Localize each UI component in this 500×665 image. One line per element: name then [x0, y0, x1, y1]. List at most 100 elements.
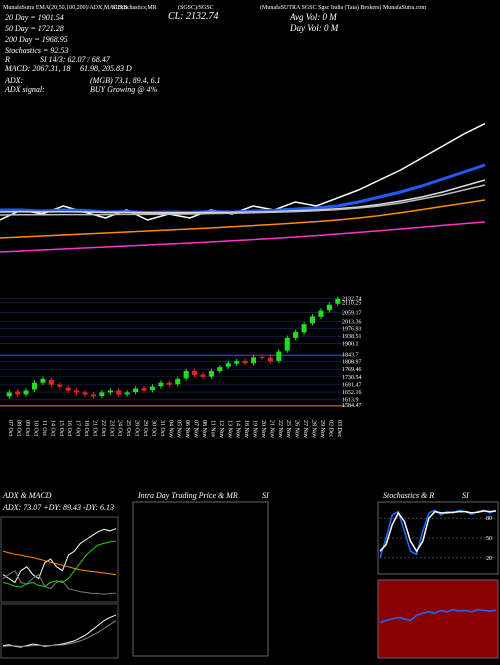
ema50: 50 Day = 1721.28 [5, 24, 64, 33]
x-tick-label: 23 Oct [108, 420, 114, 436]
series-line [0, 199, 486, 239]
candle-body [276, 351, 282, 361]
panel-frame [0, 516, 119, 603]
adx-label: ADX: [4, 76, 24, 85]
x-tick-label: 31 Oct [159, 420, 165, 436]
x-tick-label: 15 Oct [58, 420, 64, 436]
series-line [2, 528, 117, 584]
x-tick-label: 19 Nov [252, 420, 258, 438]
x-tick-label: 22 Oct [100, 420, 106, 436]
candle-body [234, 361, 240, 364]
candle-body [31, 382, 38, 390]
series-line [2, 569, 116, 595]
panel-values: ADX: 73.07 +DY: 89.43 -DY: 6.13 [2, 503, 114, 512]
series-line [379, 608, 497, 624]
ema200: 200 Day = 1968.95 [5, 35, 68, 44]
x-tick-label: 11 Nov [209, 420, 215, 438]
x-tick-label: 05 Nov [176, 420, 182, 438]
y-tick-label: 1938.51 [342, 334, 362, 340]
x-tick-label: 27 Nov [302, 420, 308, 438]
candle-body [158, 382, 164, 387]
series-line [0, 179, 486, 214]
series-line [2, 614, 117, 648]
y-tick-label: 1769.46 [342, 367, 362, 373]
x-tick-label: 22 Nov [277, 420, 283, 438]
y-tick-label: 1584.47 [342, 403, 362, 409]
series-line [379, 510, 497, 553]
candle-body [6, 392, 12, 397]
series-line [0, 163, 486, 214]
candle-body [65, 387, 71, 391]
candle-body [183, 371, 189, 379]
series-line [2, 540, 117, 588]
day-vol: Day Vol: 0 M [289, 23, 339, 33]
macd-label: MACD: 2067.31, 18 [4, 64, 70, 73]
candle-body [149, 386, 155, 391]
candle-body [301, 324, 307, 333]
candle-body [133, 388, 139, 393]
y-tick-label: 20 [486, 556, 492, 562]
title: (MunafaSUTRA SGSC Sgsc India (Tata) Brok… [260, 4, 426, 11]
candle-body [192, 371, 198, 375]
y-tick-label: 1691.47 [342, 382, 362, 388]
adx: (MGB) 73.1, 89.4, 6.1 [90, 76, 161, 85]
x-tick-label: 29 Nov [319, 420, 325, 438]
panel-title: Stochastics & R [383, 491, 434, 500]
y-tick-label: 2059.17 [342, 311, 362, 317]
x-tick-label: 09 Oct [24, 420, 30, 436]
x-tick-label: 21 Nov [268, 420, 274, 438]
x-tick-label: 25 Oct [125, 420, 131, 436]
candle-body [124, 392, 130, 395]
candle-body [293, 332, 299, 338]
y-tick-label: 2110.25 [342, 301, 361, 307]
x-tick-label: 11 Oct [41, 420, 47, 436]
x-tick-label: 08 Nov [201, 420, 207, 438]
y-tick-label: 1976.93 [342, 327, 362, 333]
x-tick-label: 07 Nov [193, 420, 199, 438]
panel-title: Intra Day Trading Price & MR [137, 491, 238, 500]
panel-title: ADX & MACD [2, 491, 52, 500]
x-tick-label: 18 Nov [243, 420, 249, 438]
candle-body [318, 310, 324, 317]
y-tick-label: 1730.54 [342, 375, 362, 381]
x-tick-label: 04 Nov [167, 420, 173, 438]
series-line [0, 122, 486, 221]
candle-body [326, 304, 332, 311]
x-tick-label: 26 Nov [294, 420, 300, 438]
candle-body [284, 337, 290, 351]
y-tick-label: 1613.9 [342, 397, 359, 403]
candle-body [217, 367, 223, 372]
adx-signal-label: ADX signal: [4, 85, 45, 94]
x-tick-label: 28 Nov [311, 420, 317, 438]
candle-body [175, 378, 181, 385]
candle-body [57, 384, 63, 387]
panel-frame [132, 501, 269, 657]
panel-title: SI [262, 491, 269, 500]
candle-body [200, 374, 206, 377]
y-tick-label: 2132.74 [342, 296, 362, 302]
candle-body [116, 390, 122, 395]
ema20: 20 Day = 1901.54 [5, 13, 64, 22]
candle-body [74, 390, 80, 393]
x-tick-label: 14 Nov [235, 420, 241, 438]
x-tick-label: 20 Nov [260, 420, 266, 438]
x-tick-label: 24 Oct [117, 420, 123, 436]
x-tick-label: 18 Oct [83, 420, 89, 436]
x-tick-label: 25 Nov [285, 420, 291, 438]
candle-body [208, 371, 214, 377]
x-tick-label: 14 Oct [49, 420, 55, 436]
rsi: SI 14/3: 62.07 / 68.47 [40, 55, 111, 64]
x-tick-label: 10 Oct [32, 420, 38, 436]
y-tick-label: 1900.1 [342, 342, 359, 348]
x-tick-label: 03 Dec [336, 420, 342, 437]
candle-body [99, 392, 105, 396]
y-tick-label: 1808.97 [342, 359, 362, 365]
stoch: Stochastics = 92.53 [5, 46, 68, 55]
panel-frame [0, 603, 119, 659]
candle-body [166, 382, 172, 385]
candle-body [259, 356, 265, 358]
series-line [0, 221, 486, 253]
title: MunafaSutra EMA(20,50,100,200)/ADX,MACD,… [3, 4, 127, 11]
panel-title: SI [462, 491, 469, 500]
candle-body [242, 360, 248, 364]
